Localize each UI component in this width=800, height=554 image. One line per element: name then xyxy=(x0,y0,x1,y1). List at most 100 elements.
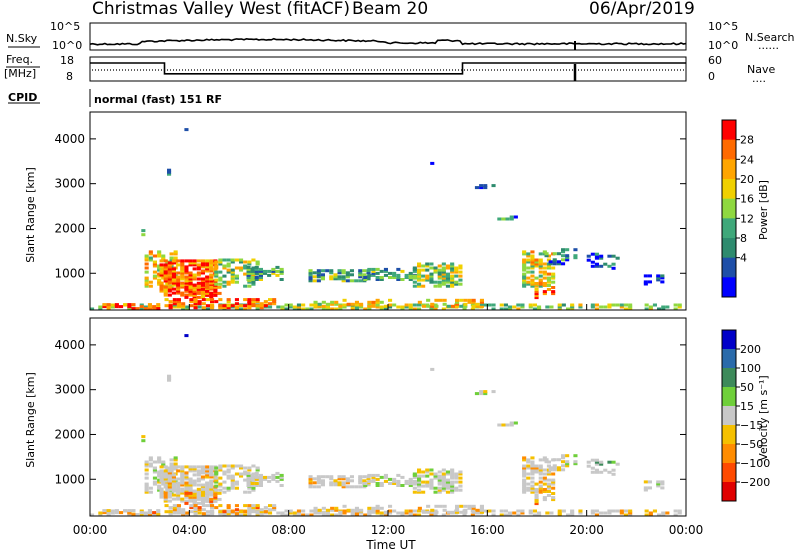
power-cell xyxy=(230,258,235,262)
velocity-cell xyxy=(165,488,170,492)
velocity-cell xyxy=(263,510,268,514)
power-cell xyxy=(280,305,285,309)
velocity-cell xyxy=(205,485,210,489)
velocity-cell xyxy=(534,464,539,468)
power-cell xyxy=(590,252,595,256)
power-cell xyxy=(643,274,648,278)
power-cell xyxy=(279,278,284,281)
power-cell xyxy=(329,271,334,275)
power-cell xyxy=(308,273,313,277)
velocity-cell xyxy=(417,468,422,472)
velocity-cell xyxy=(263,477,268,481)
power-cell xyxy=(342,298,347,302)
power-cell xyxy=(313,304,318,308)
velocity-cell xyxy=(417,478,422,482)
velocity-cell xyxy=(139,511,144,515)
power-cell xyxy=(561,248,566,252)
velocity-cell xyxy=(358,479,363,483)
velocity-cell xyxy=(172,508,177,512)
power-cell xyxy=(163,271,168,275)
power-cell xyxy=(657,307,662,311)
velocity-cell xyxy=(255,506,260,510)
power-cell xyxy=(247,304,252,308)
velocity-cell xyxy=(157,460,162,464)
velocity-cell xyxy=(417,474,422,478)
power-cell xyxy=(230,270,235,274)
power-cell xyxy=(522,280,527,284)
velocity-cell xyxy=(180,477,185,481)
power-cell xyxy=(157,252,162,256)
velocity-cell xyxy=(412,482,417,486)
velocity-cell xyxy=(320,481,325,485)
power-cell xyxy=(159,273,164,277)
power-cell xyxy=(437,280,442,284)
velocity-cell xyxy=(218,482,223,486)
power-cell xyxy=(193,300,198,304)
power-cell xyxy=(400,305,405,309)
velocity-cell xyxy=(552,458,557,462)
velocity-cell xyxy=(193,512,198,516)
velocity-cell xyxy=(192,495,197,499)
power-cell xyxy=(479,304,484,308)
velocity-cell xyxy=(301,509,306,513)
velocity-cell xyxy=(167,493,172,497)
velocity-cell xyxy=(181,508,186,512)
nsearch-label: N.Search xyxy=(745,31,795,44)
velocity-cell xyxy=(437,476,442,480)
power-cell xyxy=(192,287,197,291)
velocity-cell xyxy=(522,490,527,494)
velocity-cell xyxy=(325,511,330,515)
velocity-cell xyxy=(200,475,205,479)
velocity-cell xyxy=(167,477,172,481)
power-cell xyxy=(267,269,272,273)
power-cell xyxy=(534,260,539,264)
power-cell xyxy=(139,307,144,311)
power-cell xyxy=(234,298,239,302)
velocity-cell xyxy=(167,479,172,483)
power-cell xyxy=(296,303,301,307)
power-cell xyxy=(425,262,430,266)
power-colorbar-tick-label: 20 xyxy=(740,173,754,186)
velocity-cell xyxy=(184,487,189,491)
power-cell xyxy=(396,278,401,281)
power-cell xyxy=(388,303,393,307)
power-cell xyxy=(171,287,176,291)
power-cell xyxy=(163,269,168,273)
power-cell xyxy=(143,305,148,309)
power-cell xyxy=(421,264,426,268)
power-cell xyxy=(184,295,189,299)
power-cell xyxy=(442,298,447,302)
power-cell xyxy=(483,186,488,190)
power-cell xyxy=(200,289,205,293)
velocity-cell xyxy=(316,485,321,489)
power-cell xyxy=(213,293,218,297)
velocity-cell xyxy=(205,465,210,469)
velocity-colorbar-tick-label: −200 xyxy=(740,476,770,489)
velocity-cell xyxy=(247,508,252,512)
velocity-cell xyxy=(628,513,633,517)
velocity-cell xyxy=(628,509,633,513)
velocity-cell xyxy=(200,491,205,495)
power-cell xyxy=(251,280,256,284)
power-cell xyxy=(181,304,186,308)
power-cell xyxy=(313,302,318,306)
velocity-cell xyxy=(258,475,263,479)
power-cell xyxy=(491,303,496,307)
power-cell xyxy=(412,276,417,280)
power-cell xyxy=(188,289,193,293)
power-cell xyxy=(565,258,570,262)
velocity-cell xyxy=(349,485,354,489)
velocity-cell xyxy=(388,504,393,508)
velocity-cell xyxy=(388,477,393,481)
velocity-cell xyxy=(209,481,214,485)
power-cell xyxy=(471,300,476,304)
power-cell xyxy=(234,274,239,278)
velocity-cell xyxy=(147,513,152,517)
power-cell xyxy=(200,263,205,267)
power-cell xyxy=(412,307,417,311)
velocity-cell xyxy=(163,477,168,481)
velocity-cell xyxy=(388,482,393,485)
power-cell xyxy=(288,303,293,307)
velocity-cell xyxy=(144,464,149,468)
power-cell xyxy=(185,305,190,309)
